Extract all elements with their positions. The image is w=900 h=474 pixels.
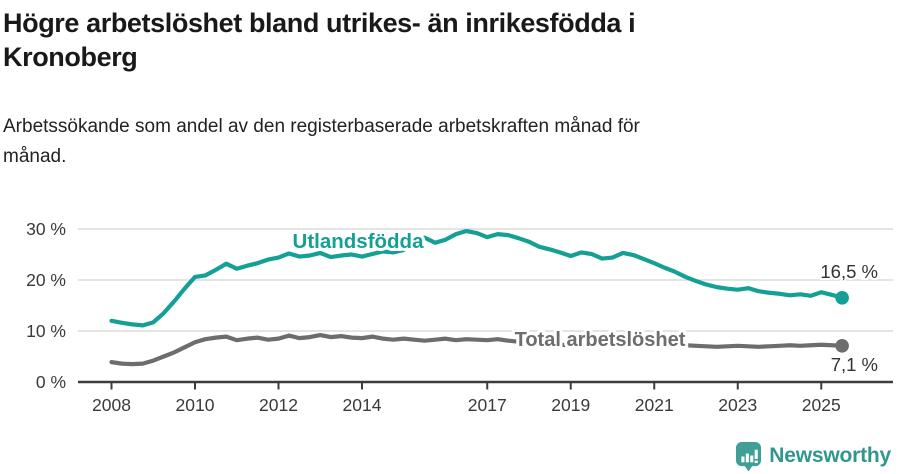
- y-tick-label: 20 %: [26, 270, 66, 290]
- newsworthy-logo[interactable]: Newsworthy: [735, 440, 891, 472]
- y-tick-label: 10 %: [26, 321, 66, 341]
- x-tick-label: 2019: [551, 395, 590, 415]
- series-line-utlandsfodda: [109, 228, 845, 328]
- y-tick-label: 30 %: [26, 219, 66, 239]
- series-line-total: [109, 332, 845, 367]
- end-value-label: 16,5 %: [820, 261, 878, 282]
- x-tick-label: 2008: [92, 395, 131, 415]
- x-tick-label: 2025: [802, 395, 841, 415]
- x-tick-label: 2014: [343, 395, 382, 415]
- chart-svg: 0 % 10 % 20 % 30 % 2008 2010 2012 2014 2017 2019 2…: [26, 219, 893, 415]
- bar-chart-pin-icon: [736, 441, 762, 471]
- x-tick-label: 2010: [176, 395, 215, 415]
- newsworthy-wordmark: Newsworthy: [769, 444, 891, 467]
- x-tick-label: 2021: [635, 395, 674, 415]
- chart-subtitle-line2: månad.: [3, 146, 67, 167]
- page-title: Högre arbetslöshet bland utrikes- än inr…: [3, 6, 883, 74]
- series-label-utlandsfodda: Utlandsfödda: [293, 230, 425, 253]
- series-end-dot: [835, 338, 849, 353]
- x-tick-label: 2012: [259, 395, 298, 415]
- series-end-dot: [835, 291, 849, 305]
- end-value-label: 7,1 %: [831, 354, 878, 375]
- chart-subtitle-line1: Arbetssökande som andel av den registerb…: [3, 116, 640, 137]
- x-tick-label: 2017: [468, 395, 507, 415]
- x-tick-label: 2023: [718, 395, 757, 415]
- chart-subtitle: Arbetssökande som andel av den registerb…: [3, 112, 863, 172]
- series-label-total: Total arbetslöshet: [515, 329, 686, 351]
- unemployment-line-chart: 0 % 10 % 20 % 30 % 2008 2010 2012 2014 2017 2019 2…: [0, 198, 900, 430]
- page-title-line2: Kronoberg: [3, 42, 138, 72]
- page-title-line1: Högre arbetslöshet bland utrikes- än inr…: [3, 8, 636, 38]
- y-tick-label: 0 %: [36, 372, 66, 392]
